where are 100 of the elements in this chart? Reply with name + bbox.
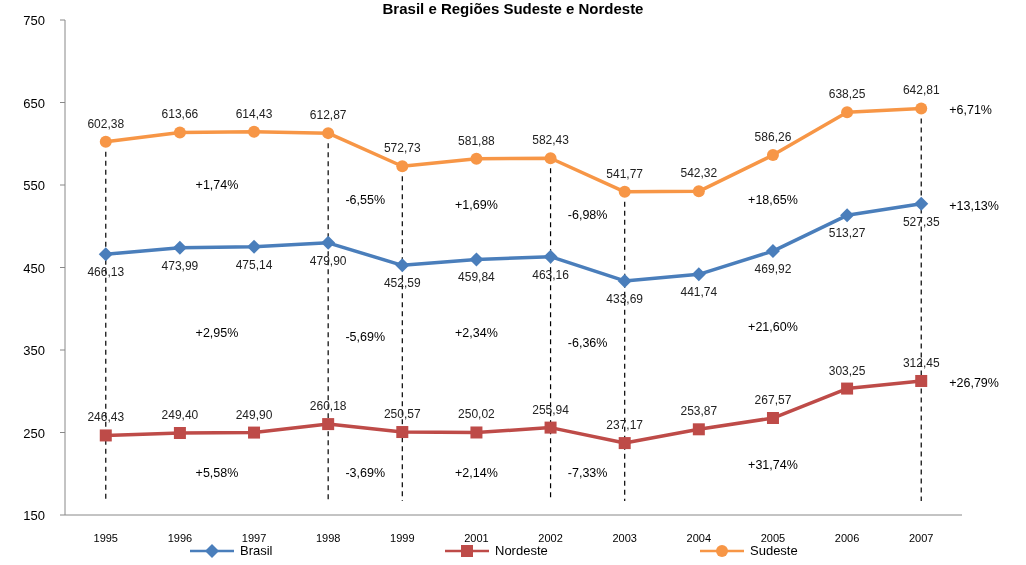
point: [172, 240, 187, 255]
data-label: 469,92: [754, 262, 792, 277]
annotation: +5,58%: [195, 466, 239, 480]
data-label: 459,84: [458, 270, 496, 285]
annotation: -3,69%: [345, 466, 386, 480]
data-label: 586,26: [754, 130, 792, 145]
point: [395, 258, 410, 273]
data-label: 642,81: [902, 83, 940, 98]
data-label: 527,35: [902, 214, 940, 229]
data-label: 237,17: [606, 418, 644, 433]
y-tick-label: 550: [23, 178, 45, 193]
annotation: +13,13%: [949, 198, 999, 213]
point: [469, 252, 484, 267]
data-label: 250,02: [458, 407, 496, 422]
point: [321, 235, 336, 250]
point: [617, 273, 632, 288]
point: [692, 185, 705, 198]
point: [99, 429, 112, 442]
y-tick-label: 250: [23, 425, 45, 441]
data-label: 613,66: [161, 107, 199, 122]
data-label: 260,18: [309, 399, 347, 414]
data-label: 582,43: [532, 133, 570, 148]
x-tick-label: 1997: [241, 532, 267, 544]
annotation: +2,14%: [455, 466, 498, 480]
x-tick-label: 2005: [760, 532, 786, 544]
x-tick-label: 2007: [908, 532, 934, 544]
point: [618, 437, 631, 450]
x-tick-label: 1996: [167, 532, 193, 544]
y-tick-label: 350: [23, 343, 45, 358]
point: [766, 149, 779, 162]
x-tick-label: 1999: [390, 532, 415, 544]
point: [691, 267, 706, 282]
point: [544, 152, 557, 165]
point: [99, 135, 112, 148]
y-tick-label: 450: [23, 260, 45, 276]
point: [98, 247, 113, 262]
chart-title: Brasil e Regiões Sudeste e Nordeste: [382, 0, 644, 17]
point: [322, 127, 335, 140]
data-label: 473,99: [161, 258, 199, 273]
legend-label: Sudeste: [750, 543, 798, 558]
data-label: 541,77: [606, 166, 644, 181]
data-label: 614,43: [235, 106, 273, 121]
data-label: 267,57: [754, 393, 792, 407]
data-label: 312,45: [902, 355, 940, 370]
data-label: 602,38: [87, 116, 125, 131]
annotation: +31,74%: [748, 458, 798, 472]
legend-label: Nordeste: [495, 543, 548, 558]
data-label: 479,90: [309, 253, 347, 268]
point: [173, 427, 186, 439]
y-tick-label: 750: [23, 13, 45, 28]
data-label: 255,94: [532, 402, 570, 417]
x-tick-label: 2002: [538, 532, 563, 544]
y-tick-label: 650: [23, 95, 45, 111]
annotation: -6,98%: [567, 208, 608, 222]
point: [766, 412, 779, 425]
annotation: +2,95%: [195, 326, 239, 340]
x-tick-label: 1998: [315, 532, 341, 544]
point: [173, 126, 186, 139]
x-tick-label: 2003: [612, 532, 637, 544]
point: [470, 426, 483, 439]
point: [914, 196, 929, 211]
point: [543, 249, 558, 264]
data-label: 612,87: [309, 108, 347, 123]
legend-label: Brasil: [240, 543, 273, 558]
annotation: +18,65%: [748, 193, 798, 207]
x-tick-label: 2004: [686, 532, 712, 544]
data-label: 441,74: [680, 285, 718, 300]
point: [618, 185, 631, 198]
annotation: +21,60%: [748, 320, 798, 334]
data-label: 253,87: [680, 404, 718, 419]
data-label: 475,14: [235, 257, 273, 272]
annotation: +1,69%: [455, 198, 498, 212]
data-label: 466,13: [87, 265, 125, 280]
point: [915, 374, 928, 387]
annotation: -6,55%: [345, 193, 386, 207]
data-label: 433,69: [606, 291, 644, 306]
data-label: 581,88: [458, 133, 496, 148]
point: [248, 125, 261, 138]
x-tick-label: 2006: [834, 532, 860, 544]
annotation: -7,33%: [567, 466, 608, 480]
point: [396, 426, 409, 439]
x-tick-label: 1995: [93, 532, 119, 544]
data-label: 572,73: [383, 141, 421, 156]
point: [396, 160, 409, 173]
data-label: 513,27: [828, 226, 866, 241]
point: [470, 152, 483, 165]
x-tick-label: 2001: [464, 532, 489, 544]
annotation: +2,34%: [455, 326, 498, 340]
y-tick-label: 150: [23, 508, 45, 523]
point: [841, 382, 854, 395]
point: [248, 426, 261, 439]
point: [765, 244, 780, 259]
annotation: -6,36%: [567, 336, 608, 350]
point: [841, 106, 854, 119]
data-label: 303,25: [828, 363, 866, 378]
point: [247, 239, 262, 254]
annotation: +6,71%: [949, 103, 992, 118]
data-label: 249,40: [161, 407, 199, 422]
annotation: -5,69%: [345, 330, 386, 344]
data-label: 638,25: [828, 87, 866, 102]
